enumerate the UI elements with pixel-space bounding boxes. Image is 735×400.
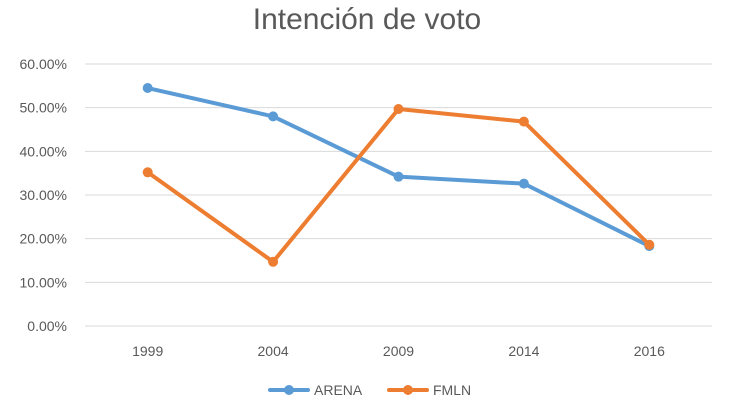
x-tick-label: 2004 <box>258 343 289 359</box>
data-point-arena <box>268 111 279 122</box>
y-tick-label: 60.00% <box>20 56 67 72</box>
data-point-fmln <box>393 103 404 114</box>
data-point-arena <box>518 178 529 189</box>
data-point-fmln <box>142 167 153 178</box>
y-tick-label: 50.00% <box>20 100 67 116</box>
x-axis-ticks: 1999 2004 2009 2014 2016 <box>132 343 665 359</box>
legend-swatch-marker <box>403 385 413 395</box>
y-axis-ticks: 0.00% 10.00% 20.00% 30.00% 40.00% 50.00% 60.00… <box>20 56 67 334</box>
legend-item-fmln: FMLN <box>387 382 471 398</box>
legend-swatch-marker <box>284 385 294 395</box>
y-tick-label: 10.00% <box>20 274 67 290</box>
y-tick-label: 0.00% <box>27 318 67 334</box>
y-tick-label: 20.00% <box>20 231 67 247</box>
x-tick-label: 2009 <box>383 343 414 359</box>
data-point-fmln <box>644 239 655 250</box>
data-point-arena <box>393 171 404 182</box>
y-tick-label: 40.00% <box>20 143 67 159</box>
data-point-arena <box>142 83 153 94</box>
series-layer <box>142 83 655 267</box>
chart-title: Intención de voto <box>253 3 482 36</box>
x-tick-label: 2016 <box>634 343 665 359</box>
legend-label: ARENA <box>314 382 363 398</box>
legend-item-arena: ARENA <box>268 382 363 398</box>
x-tick-label: 1999 <box>132 343 163 359</box>
legend-label: FMLN <box>433 382 471 398</box>
data-point-fmln <box>518 116 529 127</box>
x-tick-label: 2014 <box>508 343 539 359</box>
data-point-fmln <box>268 256 279 267</box>
y-tick-label: 30.00% <box>20 187 67 203</box>
legend: ARENA FMLN <box>268 382 471 398</box>
